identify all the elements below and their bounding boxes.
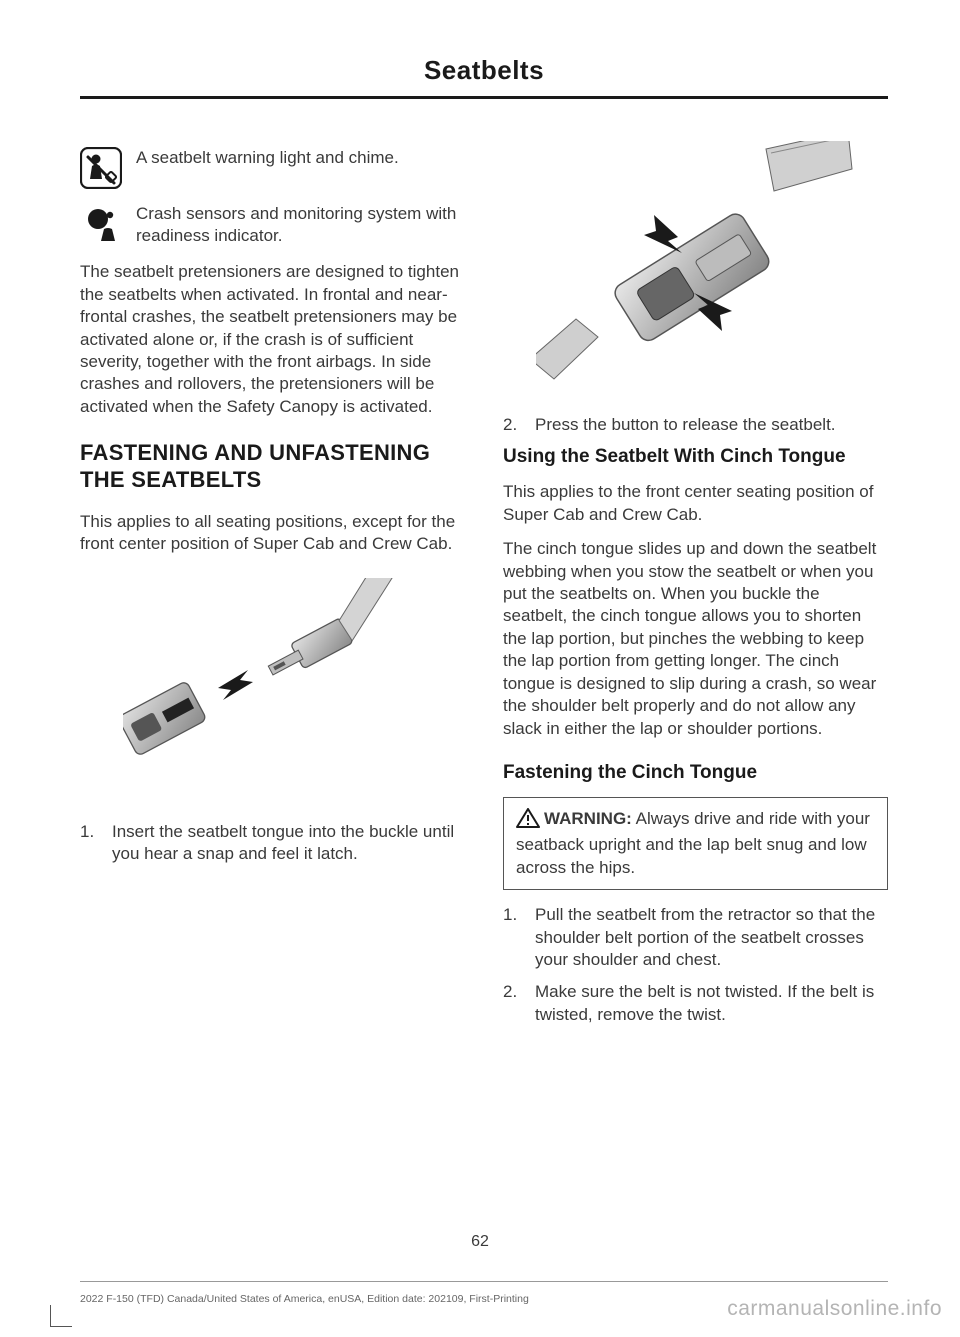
step-item: Insert the seatbelt tongue into the buck… [80,821,465,866]
figure-release-button [503,141,888,396]
icon-item-text: A seatbelt warning light and chime. [136,147,399,169]
seatbelt-icon [80,147,122,189]
warning-triangle-icon [516,808,540,834]
step-item: Make sure the belt is not twisted. If th… [503,981,888,1026]
step-item: Press the button to release the seatbelt… [503,414,888,436]
warning-label: WARNING: [544,809,632,828]
heading-cinch-tongue: Using the Seatbelt With Cinch Tongue [503,446,888,469]
crop-mark-icon [50,1305,72,1327]
icon-item-text: Crash sensors and monitoring system with… [136,203,465,247]
paragraph-applies-center: This applies to the front center seating… [503,481,888,526]
steps-cinch: Pull the seatbelt from the retractor so … [503,904,888,1026]
airbag-icon [80,203,122,245]
icon-item-airbag: Crash sensors and monitoring system with… [80,203,465,247]
paragraph-applies-all: This applies to all seating positions, e… [80,511,465,556]
figure-insert-tongue [80,578,465,803]
heading-fastening-cinch: Fastening the Cinch Tongue [503,762,888,785]
step-item: Pull the seatbelt from the retractor so … [503,904,888,971]
right-column: Press the button to release the seatbelt… [503,147,888,1036]
manual-page: Seatbelts A seatbelt warning light and c… [0,0,960,1337]
chapter-title: Seatbelts [80,55,888,99]
footer-text: 2022 F-150 (TFD) Canada/United States of… [80,1293,529,1305]
heading-fastening: FASTENING AND UNFASTENING THE SEATBELTS [80,440,465,493]
icon-item-seatbelt: A seatbelt warning light and chime. [80,147,465,189]
page-number: 62 [0,1233,960,1251]
paragraph-pretensioners: The seatbelt pretensioners are designed … [80,261,465,418]
left-column: A seatbelt warning light and chime. Cras… [80,147,465,1036]
steps-release: Press the button to release the seatbelt… [503,414,888,436]
warning-box: WARNING: Always drive and ride with your… [503,797,888,890]
footer-rule [80,1281,888,1282]
steps-fasten: Insert the seatbelt tongue into the buck… [80,821,465,866]
two-column-layout: A seatbelt warning light and chime. Cras… [80,147,888,1036]
watermark: carmanualsonline.info [727,1297,942,1321]
paragraph-cinch-explain: The cinch tongue slides up and down the … [503,538,888,740]
